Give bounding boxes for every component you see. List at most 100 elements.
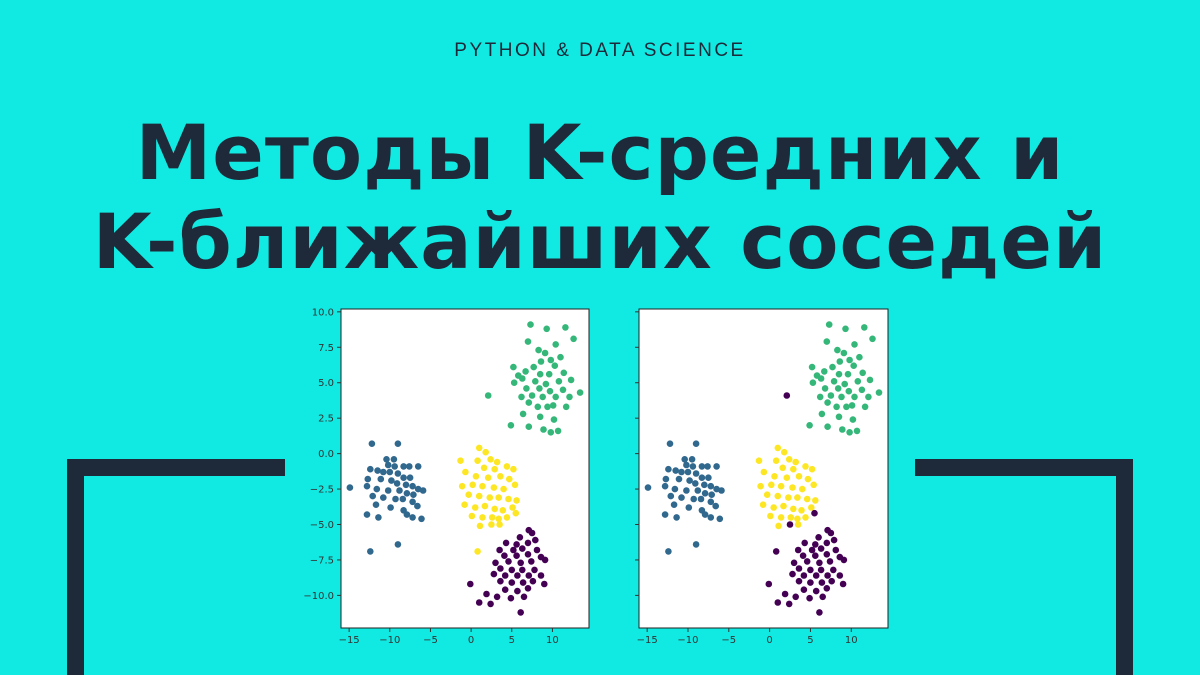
data-point (667, 492, 675, 500)
data-point (683, 461, 690, 469)
data-point (534, 403, 542, 411)
data-point (772, 457, 780, 465)
data-point (506, 475, 513, 483)
x-tick-label: −5 (423, 635, 438, 646)
data-point (865, 393, 872, 401)
data-point (507, 422, 515, 429)
data-point (508, 566, 516, 574)
data-point (821, 368, 828, 375)
data-point (692, 541, 700, 548)
data-point (497, 577, 504, 585)
data-point (795, 565, 803, 572)
data-point (806, 594, 813, 602)
data-point (393, 480, 401, 487)
data-point (708, 491, 715, 499)
data-point (830, 566, 837, 574)
series-1 (346, 440, 427, 555)
data-point (391, 463, 399, 470)
data-point (406, 474, 414, 482)
data-point (809, 379, 817, 387)
data-point (707, 514, 715, 521)
data-point (861, 403, 869, 411)
data-point (781, 448, 788, 456)
data-point (713, 463, 720, 470)
data-point (670, 501, 678, 509)
data-point (497, 473, 504, 480)
x-tick-label: 5 (509, 635, 515, 646)
data-point (375, 514, 382, 521)
data-point (859, 369, 866, 377)
data-point (488, 521, 495, 528)
data-point (683, 487, 690, 494)
data-point (486, 494, 494, 501)
data-point (390, 456, 398, 463)
data-point (763, 491, 771, 499)
data-point (644, 484, 652, 491)
data-point (705, 474, 712, 482)
data-point (790, 505, 797, 513)
data-point (816, 393, 824, 401)
y-tick-label: −7.5 (310, 555, 334, 566)
data-point (414, 463, 422, 470)
data-point (832, 546, 840, 554)
data-point (661, 482, 669, 490)
data-point (770, 504, 777, 511)
data-point (419, 487, 427, 494)
data-point (794, 515, 801, 523)
data-point (363, 482, 371, 490)
data-point (830, 536, 838, 544)
data-point (704, 463, 711, 470)
series-3 (484, 321, 584, 436)
data-point (364, 475, 372, 483)
data-point (839, 580, 847, 588)
data-point (694, 487, 702, 494)
data-point (479, 514, 486, 521)
data-point (461, 501, 468, 509)
data-point (799, 552, 807, 559)
plot-area (341, 309, 589, 628)
data-point (547, 429, 555, 436)
data-point (673, 514, 680, 521)
data-point (786, 521, 794, 528)
data-point (536, 413, 544, 421)
data-point (701, 490, 709, 497)
data-point (838, 393, 845, 401)
data-point (409, 482, 416, 490)
data-point (510, 379, 518, 387)
data-point (801, 539, 808, 547)
data-point (409, 498, 416, 506)
data-point (510, 546, 517, 554)
data-point (819, 593, 826, 601)
data-point (823, 338, 831, 345)
x-tick-label: 10 (546, 635, 559, 646)
data-point (541, 349, 549, 357)
data-point (798, 507, 805, 514)
data-point (505, 558, 512, 565)
data-point (462, 468, 469, 476)
data-point (817, 375, 825, 382)
data-point (858, 386, 866, 394)
data-point (377, 475, 385, 483)
data-point (537, 358, 545, 365)
data-point (850, 362, 857, 370)
data-point (380, 468, 387, 476)
data-point (849, 416, 857, 423)
data-point (545, 370, 553, 378)
data-point (818, 410, 826, 418)
y-tick-label: −2.5 (310, 485, 334, 496)
data-point (827, 392, 835, 399)
data-point (686, 477, 693, 484)
data-point (803, 495, 811, 503)
frame-left-vertical (67, 459, 84, 675)
series-2 (457, 444, 520, 555)
data-point (383, 456, 390, 463)
data-point (665, 548, 672, 555)
data-point (854, 378, 862, 385)
data-point (403, 511, 411, 518)
data-point (490, 484, 498, 491)
data-point (536, 370, 544, 378)
x-tick-label: 0 (468, 635, 474, 646)
data-point (806, 422, 813, 429)
data-point (835, 413, 843, 421)
